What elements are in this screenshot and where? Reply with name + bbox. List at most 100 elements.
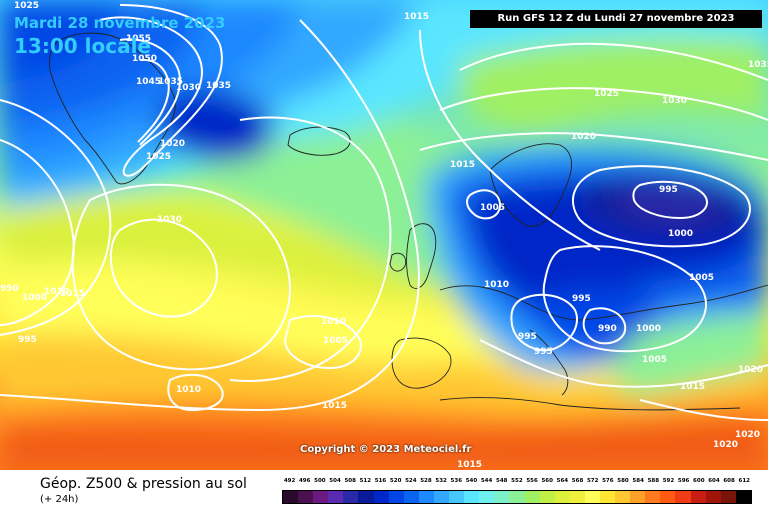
italy-coast	[529, 329, 569, 396]
iceland-coast	[287, 126, 351, 156]
scale-cell-612	[735, 491, 751, 503]
scale-tick-520: 520	[389, 478, 402, 484]
europe-coast	[439, 284, 768, 321]
isobar-line-1020	[229, 116, 392, 382]
scale-cell-548	[494, 491, 510, 503]
scale-tick-528: 528	[420, 478, 432, 484]
scale-cell-592	[660, 491, 676, 503]
scandinavia-coast	[489, 143, 572, 227]
isobar-line-1	[99, 4, 223, 177]
scale-tick-544: 544	[480, 478, 493, 484]
isobar-label-995-med: 995	[572, 294, 591, 304]
isobar-line-4	[0, 99, 112, 336]
isobar-label-1005-ne2: 1005	[689, 273, 714, 283]
color-scale: 492 496 500 504 508 512 516 520 524 528 532 536 540 5…	[282, 478, 752, 508]
isobar-label-1030-ne: 1030	[662, 96, 687, 106]
isobar-label-1045: 1045	[136, 77, 161, 87]
north-africa-coast	[439, 397, 741, 411]
isobar-label-1015-sb: 1015	[457, 460, 482, 470]
scale-cell-540	[464, 491, 480, 503]
map-canvas: 1025 1015 1055 1050 1045 1035 1030 1035 …	[0, 0, 768, 470]
scale-tick-492: 492	[283, 478, 296, 484]
isobar-label-995-low: 995	[659, 185, 678, 195]
scale-tick-580: 580	[617, 478, 629, 484]
scale-cell-528	[418, 491, 434, 503]
scale-cell-544	[479, 491, 495, 503]
isobar-line-1030-ne	[459, 42, 768, 81]
scale-tick-552: 552	[511, 478, 523, 484]
scale-tick-504: 504	[329, 478, 341, 484]
isobar-label-1055: 1055	[126, 34, 151, 44]
forecast-date: Mardi 28 novembre 2023	[14, 14, 226, 32]
scale-cell-600	[690, 491, 706, 503]
ireland-coast	[389, 252, 407, 272]
scale-cell-532	[433, 491, 450, 503]
isobar-line-1025	[71, 183, 291, 371]
scale-cell-572	[584, 491, 600, 503]
isobar-label-1010-s: 1010	[176, 385, 201, 395]
isobar-line-1030	[109, 218, 218, 318]
isobar-label-995-med2: 995	[518, 332, 537, 342]
isobar-label-1020-ne: 1020	[571, 132, 596, 142]
scale-cell-564	[554, 491, 570, 503]
isobar-line-1020-se	[639, 399, 768, 421]
isobar-line-1010-s	[167, 373, 224, 412]
scale-tick-588: 588	[647, 478, 660, 484]
isobar-label-1025-b: 1025	[146, 152, 171, 162]
color-scale-cells	[282, 490, 752, 504]
coastlines	[49, 32, 768, 411]
scale-tick-568: 568	[571, 478, 584, 484]
scale-tick-532: 532	[435, 478, 447, 484]
isobar-line-1015	[0, 19, 420, 412]
isobar-labels: 1025 1015 1055 1050 1045 1035 1030 1035 …	[0, 1, 768, 470]
isobar-line-1010	[283, 315, 362, 370]
isobar-line-995	[632, 180, 708, 220]
color-scale-ticks: 492 496 500 504 508 512 516 520 524 528 532 536 540 5…	[282, 478, 752, 484]
isobar-label-1025-ne: 1025	[594, 89, 619, 99]
scale-tick-604: 604	[708, 478, 720, 484]
isobar-label-1015-w: 1015	[60, 289, 85, 299]
scale-cell-508	[343, 491, 359, 503]
scale-tick-536: 536	[450, 478, 463, 484]
isobar-label-1015-n: 1015	[404, 12, 429, 22]
scale-cell-504	[328, 491, 344, 503]
z500-field	[0, 0, 768, 470]
scale-tick-600: 600	[693, 478, 705, 484]
scale-tick-592: 592	[662, 478, 675, 484]
isobar-line-1005-n	[466, 189, 502, 220]
scale-cell-584	[630, 491, 646, 503]
isobar-line-1015-se	[479, 339, 768, 388]
run-info: Run GFS 12 Z du Lundi 27 novembre 2023	[470, 10, 762, 28]
scale-tick-540: 540	[465, 478, 478, 484]
isobar-label-1035-b: 1035	[206, 81, 231, 91]
isobar-label-1020-se: 1020	[738, 365, 763, 375]
isobar-label-1020-se2: 1020	[735, 430, 760, 440]
isobar-label-1015-se: 1015	[680, 382, 705, 392]
isobar-label-1015-uk: 1015	[450, 160, 475, 170]
scale-cell-580	[615, 491, 631, 503]
isobar-lines	[0, 4, 768, 421]
scale-tick-508: 508	[344, 478, 356, 484]
isobar-label-1035-a: 1035	[158, 77, 183, 87]
scale-tick-512: 512	[359, 478, 372, 484]
isobar-label-1010-c: 1010	[321, 317, 346, 327]
isobar-label-1015-s: 1015	[322, 401, 347, 411]
isobar-line-990-med	[582, 307, 627, 345]
scale-cell-556	[524, 491, 540, 503]
scale-tick-548: 548	[496, 478, 508, 484]
isobar-line-ne1	[419, 29, 601, 251]
scale-cell-500	[313, 491, 329, 503]
scale-cell-560	[539, 491, 555, 503]
footer: Géop. Z500 & pression au sol (+ 24h) 492…	[0, 470, 768, 512]
isobar-line-2	[119, 38, 182, 146]
isobar-label-1030-b: 1030	[157, 215, 182, 225]
isobar-label-1035-ne: 1035	[748, 60, 768, 70]
isobar-label-1005-n: 1005	[480, 203, 505, 213]
isobar-label-990-med: 990	[598, 324, 617, 334]
scale-cell-596	[675, 491, 691, 503]
isobar-label-1010-w: 1010	[44, 287, 69, 297]
scale-cell-536	[449, 491, 465, 503]
scale-cell-516	[373, 491, 389, 503]
scale-cell-512	[358, 491, 374, 503]
copyright: Copyright © 2023 Meteociel.fr	[300, 444, 472, 455]
